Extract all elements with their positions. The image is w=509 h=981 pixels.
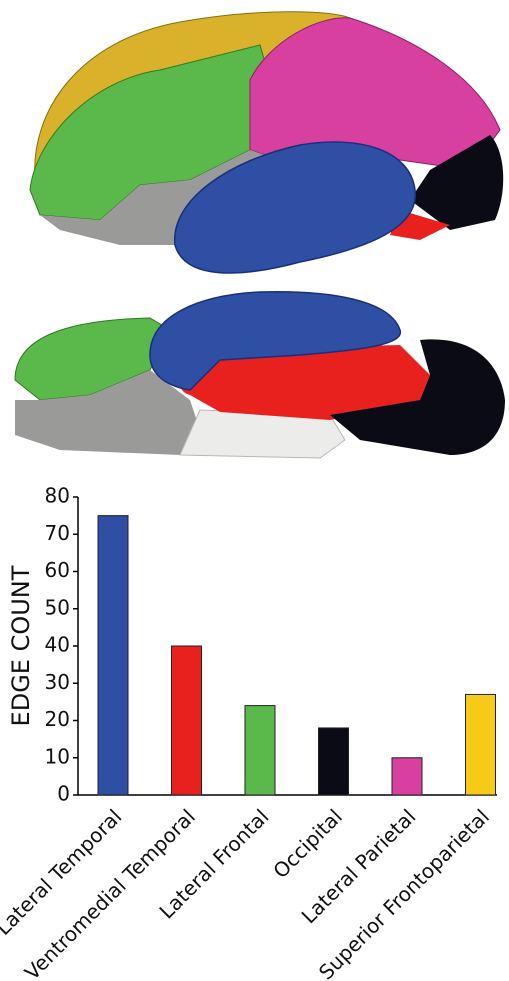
y-tick-label: 50 [45, 595, 70, 619]
y-tick-label: 0 [57, 782, 70, 806]
bar [465, 693, 496, 796]
bar [97, 515, 129, 796]
x-tick-label: Occipital [268, 804, 347, 883]
y-tick-label: 30 [45, 670, 70, 694]
y-tick-label: 80 [45, 484, 70, 508]
y-tick-label: 70 [45, 521, 70, 545]
y-tick-label: 60 [45, 558, 70, 582]
bar [391, 757, 423, 796]
bar [171, 645, 202, 796]
bar [318, 727, 349, 796]
brain-lateral-view [29, 11, 504, 274]
y-axis-label: EDGE COUNT [7, 565, 35, 726]
y-tick-label: 20 [45, 707, 70, 731]
y-tick-label: 40 [45, 633, 70, 657]
y-tick-label: 10 [45, 744, 70, 768]
brain-ventral-view [14, 291, 505, 459]
bar [244, 705, 276, 796]
x-tick-label: Lateral Temporal [0, 804, 126, 939]
